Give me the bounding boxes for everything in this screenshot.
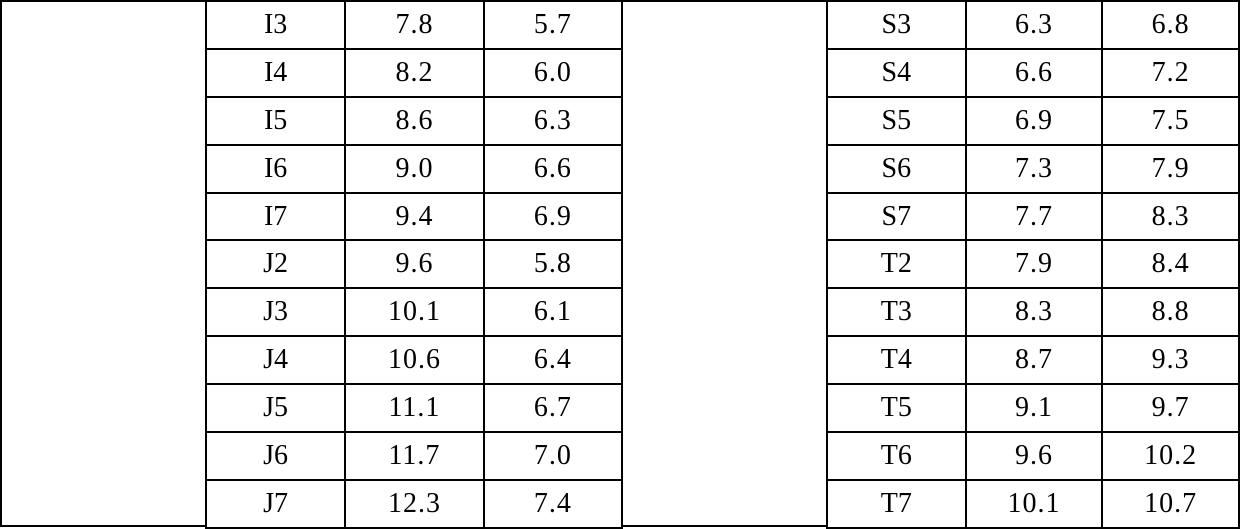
cell-value-2: 8.4 xyxy=(1102,240,1239,288)
cell-value-1: 9.1 xyxy=(966,384,1103,432)
cell-value-2: 7.2 xyxy=(1102,49,1239,97)
cell-label: S4 xyxy=(827,49,966,97)
cell-label: S5 xyxy=(827,97,966,145)
right-table: S3 6.3 6.8 S4 6.6 7.2 S5 6.9 7.5 S6 7.3 … xyxy=(826,0,1240,529)
cell-value-1: 8.6 xyxy=(345,97,483,145)
cell-value-2: 9.3 xyxy=(1102,336,1239,384)
cell-value-2: 6.0 xyxy=(484,49,622,97)
left-table: I3 7.8 5.7 I4 8.2 6.0 I5 8.6 6.3 I6 9.0 … xyxy=(205,0,623,529)
cell-label: T4 xyxy=(827,336,966,384)
cell-label: J6 xyxy=(206,432,345,480)
cell-value-2: 8.8 xyxy=(1102,288,1239,336)
cell-value-2: 7.5 xyxy=(1102,97,1239,145)
table-row: T3 8.3 8.8 xyxy=(827,288,1239,336)
table-row: I5 8.6 6.3 xyxy=(206,97,622,145)
cell-label: T6 xyxy=(827,432,966,480)
cell-value-2: 6.3 xyxy=(484,97,622,145)
cell-value-1: 6.6 xyxy=(966,49,1103,97)
cell-label: J7 xyxy=(206,480,345,528)
table-row: I7 9.4 6.9 xyxy=(206,193,622,241)
middle-spacer-cell xyxy=(623,0,826,527)
cell-value-1: 12.3 xyxy=(345,480,483,528)
cell-value-1: 7.8 xyxy=(345,1,483,49)
table-row: T7 10.1 10.7 xyxy=(827,480,1239,528)
cell-value-2: 6.1 xyxy=(484,288,622,336)
cell-value-2: 5.8 xyxy=(484,240,622,288)
cell-label: T2 xyxy=(827,240,966,288)
table-row: T5 9.1 9.7 xyxy=(827,384,1239,432)
tables-container: I3 7.8 5.7 I4 8.2 6.0 I5 8.6 6.3 I6 9.0 … xyxy=(0,0,1240,527)
cell-value-1: 9.6 xyxy=(966,432,1103,480)
cell-label: T3 xyxy=(827,288,966,336)
cell-label: J4 xyxy=(206,336,345,384)
cell-value-2: 6.8 xyxy=(1102,1,1239,49)
cell-value-1: 11.7 xyxy=(345,432,483,480)
cell-value-2: 6.7 xyxy=(484,384,622,432)
cell-label: I5 xyxy=(206,97,345,145)
table-row: T2 7.9 8.4 xyxy=(827,240,1239,288)
table-row: J2 9.6 5.8 xyxy=(206,240,622,288)
table-row: I6 9.0 6.6 xyxy=(206,145,622,193)
cell-value-1: 9.4 xyxy=(345,193,483,241)
cell-label: S6 xyxy=(827,145,966,193)
cell-value-1: 11.1 xyxy=(345,384,483,432)
cell-value-1: 10.1 xyxy=(345,288,483,336)
table-row: S6 7.3 7.9 xyxy=(827,145,1239,193)
cell-label: J3 xyxy=(206,288,345,336)
cell-value-1: 10.6 xyxy=(345,336,483,384)
table-row: J6 11.7 7.0 xyxy=(206,432,622,480)
cell-value-1: 9.0 xyxy=(345,145,483,193)
cell-value-2: 6.4 xyxy=(484,336,622,384)
cell-label: I4 xyxy=(206,49,345,97)
cell-value-1: 8.3 xyxy=(966,288,1103,336)
cell-value-1: 8.2 xyxy=(345,49,483,97)
left-table-body: I3 7.8 5.7 I4 8.2 6.0 I5 8.6 6.3 I6 9.0 … xyxy=(206,1,622,528)
table-row: J4 10.6 6.4 xyxy=(206,336,622,384)
table-row: T6 9.6 10.2 xyxy=(827,432,1239,480)
cell-value-2: 10.2 xyxy=(1102,432,1239,480)
cell-value-1: 10.1 xyxy=(966,480,1103,528)
table-row: S3 6.3 6.8 xyxy=(827,1,1239,49)
cell-value-1: 7.3 xyxy=(966,145,1103,193)
cell-label: T7 xyxy=(827,480,966,528)
cell-value-1: 6.9 xyxy=(966,97,1103,145)
cell-value-2: 7.9 xyxy=(1102,145,1239,193)
table-row: I4 8.2 6.0 xyxy=(206,49,622,97)
cell-label: T5 xyxy=(827,384,966,432)
cell-value-1: 9.6 xyxy=(345,240,483,288)
cell-label: I6 xyxy=(206,145,345,193)
table-row: J5 11.1 6.7 xyxy=(206,384,622,432)
cell-label: I3 xyxy=(206,1,345,49)
table-row: S7 7.7 8.3 xyxy=(827,193,1239,241)
cell-value-2: 7.4 xyxy=(484,480,622,528)
cell-label: S7 xyxy=(827,193,966,241)
cell-label: J2 xyxy=(206,240,345,288)
cell-value-2: 10.7 xyxy=(1102,480,1239,528)
cell-value-1: 7.9 xyxy=(966,240,1103,288)
cell-label: S3 xyxy=(827,1,966,49)
table-row: I3 7.8 5.7 xyxy=(206,1,622,49)
cell-label: J5 xyxy=(206,384,345,432)
cell-value-1: 7.7 xyxy=(966,193,1103,241)
table-row: S5 6.9 7.5 xyxy=(827,97,1239,145)
right-table-body: S3 6.3 6.8 S4 6.6 7.2 S5 6.9 7.5 S6 7.3 … xyxy=(827,1,1239,528)
cell-value-1: 8.7 xyxy=(966,336,1103,384)
cell-value-2: 6.9 xyxy=(484,193,622,241)
table-row: T4 8.7 9.3 xyxy=(827,336,1239,384)
cell-value-2: 6.6 xyxy=(484,145,622,193)
cell-value-2: 8.3 xyxy=(1102,193,1239,241)
left-margin-cell xyxy=(0,0,205,527)
cell-value-2: 5.7 xyxy=(484,1,622,49)
table-row: S4 6.6 7.2 xyxy=(827,49,1239,97)
table-row: J3 10.1 6.1 xyxy=(206,288,622,336)
cell-value-1: 6.3 xyxy=(966,1,1103,49)
table-row: J7 12.3 7.4 xyxy=(206,480,622,528)
cell-label: I7 xyxy=(206,193,345,241)
cell-value-2: 9.7 xyxy=(1102,384,1239,432)
cell-value-2: 7.0 xyxy=(484,432,622,480)
